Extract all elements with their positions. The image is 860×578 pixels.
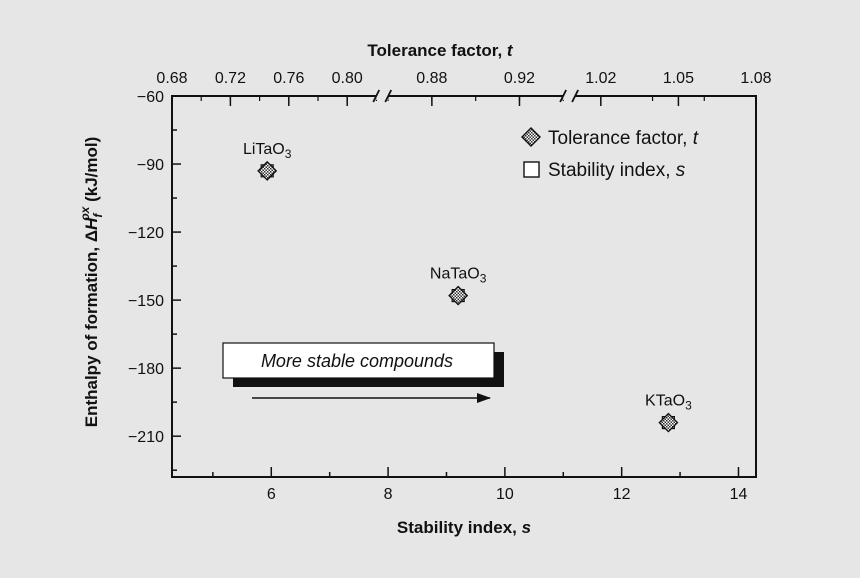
point-label: LiTaO3 bbox=[243, 141, 292, 161]
stability-callout: More stable compounds bbox=[222, 342, 504, 403]
point-label-subscript: 3 bbox=[285, 147, 292, 161]
axis-break-mark bbox=[571, 89, 579, 103]
top-axis-title-text: Tolerance factor, bbox=[367, 41, 507, 60]
point-label-formula: NaTaO bbox=[430, 266, 480, 283]
top-tick-label: 1.08 bbox=[740, 70, 771, 87]
top-axis: 0.68 0.72 0.76 0.80 0.88 0.92 1.02 1.05 1.08 bbox=[156, 70, 772, 106]
top-tick-label: 1.02 bbox=[585, 70, 616, 87]
y-axis-title-symbol: H bbox=[82, 217, 101, 230]
y-tick-label: −90 bbox=[137, 157, 164, 174]
y-axis-title-sup: ox bbox=[78, 205, 92, 220]
legend-marker-square bbox=[523, 161, 540, 178]
legend-label-stability-var: s bbox=[676, 160, 686, 181]
y-axis-title: Enthalpy of formation, ΔHfox (kJ/mol) bbox=[78, 137, 105, 428]
tolerance-factor-point bbox=[448, 285, 469, 306]
y-tick-label: −120 bbox=[128, 225, 164, 242]
top-axis-title-var: t bbox=[507, 41, 514, 60]
axis-break-mark bbox=[384, 89, 393, 103]
axis-break-mark bbox=[372, 89, 381, 103]
point-label: KTaO3 bbox=[645, 393, 692, 413]
legend-item-stability-index: Stability index, s bbox=[523, 160, 686, 181]
y-tick-label: −60 bbox=[137, 89, 164, 106]
x-axis-title-var: s bbox=[522, 518, 531, 537]
top-tick-label: 0.76 bbox=[273, 70, 304, 87]
legend-marker-diamond bbox=[521, 127, 541, 147]
x-axis-title: Stability index, s bbox=[397, 518, 531, 537]
top-axis-title: Tolerance factor, t bbox=[367, 41, 514, 60]
legend-label-stability: Stability index, s bbox=[548, 160, 686, 181]
top-tick-label: 0.88 bbox=[416, 70, 447, 87]
top-tick-label: 0.68 bbox=[156, 70, 187, 87]
y-axis: −60 −90 −120 −150 −180 −210 bbox=[128, 89, 181, 471]
x-tick-label: 8 bbox=[384, 486, 393, 503]
x-axis: 6 8 10 12 14 bbox=[212, 467, 748, 503]
axis-break-gap bbox=[376, 92, 389, 100]
callout-text: More stable compounds bbox=[261, 351, 453, 371]
tolerance-factor-point bbox=[658, 412, 679, 433]
x-tick-label: 6 bbox=[267, 486, 276, 503]
legend-label-tolerance: Tolerance factor, t bbox=[548, 128, 699, 149]
point-label: NaTaO3 bbox=[430, 266, 487, 286]
callout-box bbox=[222, 342, 495, 379]
axis-break-mark bbox=[559, 89, 567, 103]
point-label-subscript: 3 bbox=[685, 399, 692, 413]
top-tick-label: 1.05 bbox=[663, 70, 694, 87]
y-tick-label: −150 bbox=[128, 293, 164, 310]
y-tick-label: −210 bbox=[128, 429, 164, 446]
y-axis-title-sub: f bbox=[91, 213, 105, 218]
top-tick-label: 0.80 bbox=[332, 70, 363, 87]
top-tick-label: 0.72 bbox=[215, 70, 246, 87]
y-tick-label: −180 bbox=[128, 361, 164, 378]
x-axis-title-text: Stability index, bbox=[397, 518, 522, 537]
x-tick-label: 12 bbox=[613, 486, 631, 503]
legend-label-tolerance-var: t bbox=[693, 128, 699, 149]
plot-area bbox=[171, 95, 757, 478]
y-axis-title-prefix: Enthalpy of formation, bbox=[82, 242, 101, 427]
point-label-formula: KTaO bbox=[645, 393, 685, 410]
legend-item-tolerance-factor: Tolerance factor, t bbox=[521, 127, 699, 149]
y-axis-title-suffix: (kJ/mol) bbox=[82, 137, 101, 207]
top-tick-label: 0.92 bbox=[504, 70, 535, 87]
tolerance-factor-point bbox=[257, 160, 278, 181]
x-tick-label: 14 bbox=[730, 486, 748, 503]
axis-break-gap bbox=[563, 92, 576, 100]
point-label-formula: LiTaO bbox=[243, 141, 285, 158]
point-label-subscript: 3 bbox=[480, 272, 487, 286]
x-tick-label: 10 bbox=[496, 486, 514, 503]
y-axis-title-delta: Δ bbox=[82, 230, 101, 242]
legend-label-tolerance-text: Tolerance factor, bbox=[548, 128, 693, 149]
legend: Tolerance factor, t Stability index, s bbox=[521, 127, 699, 181]
legend-label-stability-text: Stability index, bbox=[548, 160, 676, 181]
